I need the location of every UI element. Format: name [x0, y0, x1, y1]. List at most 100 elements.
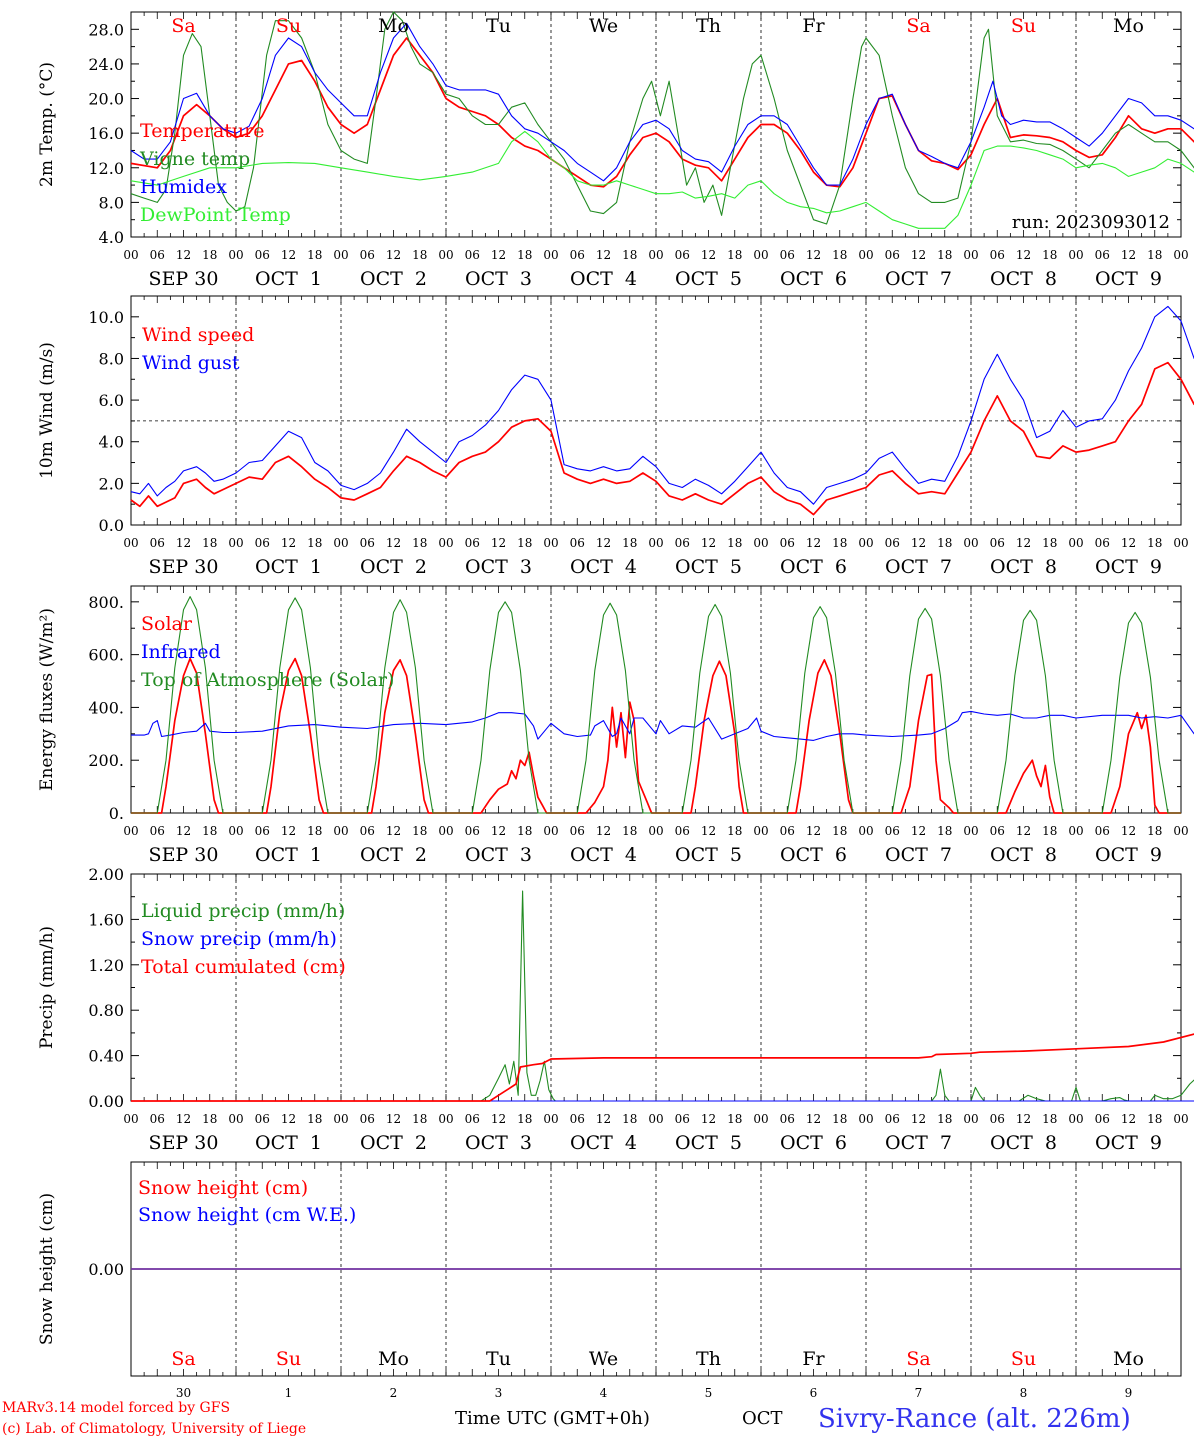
- y-axis-label: Energy fluxes (W/m²): [37, 608, 57, 791]
- hour-tick-label: 06: [780, 824, 795, 838]
- legend-entry: Snow precip (mm/h): [141, 928, 337, 950]
- y-tick-label: 0.0: [99, 516, 124, 535]
- y-tick-label: 8.0: [99, 193, 124, 212]
- date-label: OCT 1: [255, 268, 322, 290]
- legend-entry: Humidex: [140, 176, 227, 198]
- hour-tick-label: 12: [281, 248, 296, 262]
- hour-tick-label: 18: [202, 536, 217, 550]
- hour-tick-label: 18: [622, 824, 637, 838]
- hour-tick-label: 06: [150, 824, 165, 838]
- hour-tick-label: 00: [648, 536, 663, 550]
- y-tick-label: 0.: [109, 804, 124, 823]
- hour-tick-label: 18: [832, 1112, 847, 1126]
- date-label: OCT 5: [675, 556, 742, 578]
- hour-tick-label: 06: [990, 1112, 1005, 1126]
- hour-tick-label: 12: [491, 248, 506, 262]
- hour-tick-label: 18: [937, 824, 952, 838]
- hour-tick-label: 00: [123, 1112, 138, 1126]
- hour-tick-label: 00: [438, 248, 453, 262]
- hour-tick-label: 12: [701, 536, 716, 550]
- hour-tick-label: 00: [1173, 824, 1188, 838]
- day-name: Su: [1011, 15, 1036, 37]
- day-name: Fr: [802, 15, 825, 37]
- hour-tick-label: 06: [360, 536, 375, 550]
- date-label: OCT 6: [780, 1132, 847, 1154]
- hour-tick-label: 12: [1121, 248, 1136, 262]
- hour-tick-label: 12: [1016, 1112, 1031, 1126]
- y-axis-label: 10m Wind (m/s): [37, 342, 57, 479]
- hour-tick-label: 00: [1173, 536, 1188, 550]
- date-label: SEP 30: [149, 844, 219, 866]
- hour-tick-label: 00: [1173, 248, 1188, 262]
- hour-tick-label: 12: [701, 248, 716, 262]
- hour-tick-label: 06: [990, 536, 1005, 550]
- panel-5: 0.00 Snow height (cm) Snow height (cm) Snow…: [37, 1161, 1182, 1400]
- hour-tick-label: 12: [1016, 824, 1031, 838]
- date-label: SEP 30: [149, 556, 219, 578]
- hour-tick-label: 06: [885, 248, 900, 262]
- date-label: OCT 9: [1095, 268, 1162, 290]
- hour-tick-label: 06: [150, 1112, 165, 1126]
- time-axis-label: Time UTC (GMT+0h): [455, 1408, 650, 1429]
- y-tick-label: 2.0: [99, 474, 124, 493]
- hour-tick-label: 00: [753, 1112, 768, 1126]
- date-label: OCT 1: [255, 844, 322, 866]
- day-name: Fr: [802, 1348, 825, 1370]
- hour-tick-label: 12: [491, 824, 506, 838]
- day-name: Su: [276, 1348, 301, 1370]
- hour-tick-label: 00: [963, 536, 978, 550]
- date-label: OCT 8: [990, 1132, 1057, 1154]
- y-tick-label: 0.00: [88, 1092, 124, 1111]
- series-line-vigne-temp: [130, 11, 1194, 225]
- hour-tick-label: 12: [806, 1112, 821, 1126]
- hour-tick-label: 06: [465, 536, 480, 550]
- date-label: OCT 2: [360, 844, 427, 866]
- date-label: SEP 30: [149, 268, 219, 290]
- series-line-wind-gust: [130, 305, 1194, 505]
- y-tick-label: 2.00: [88, 865, 124, 884]
- day-name: Sa: [906, 15, 930, 37]
- hour-tick-label: 18: [937, 1112, 952, 1126]
- day-name: Su: [276, 15, 301, 37]
- date-label: OCT 5: [675, 844, 742, 866]
- hour-tick-label: 00: [228, 248, 243, 262]
- hour-tick-label: 06: [780, 1112, 795, 1126]
- y-tick-label: 4.0: [99, 433, 124, 452]
- date-label: OCT 6: [780, 844, 847, 866]
- hour-tick-label: 06: [675, 824, 690, 838]
- hour-tick-label: 18: [307, 824, 322, 838]
- hour-tick-label: 00: [753, 536, 768, 550]
- hour-tick-label: 12: [596, 1112, 611, 1126]
- hour-tick-label: 06: [1095, 1112, 1110, 1126]
- hour-tick-label: 12: [386, 824, 401, 838]
- hour-tick-label: 06: [885, 1112, 900, 1126]
- hour-tick-label: 00: [333, 536, 348, 550]
- hour-tick-label: 18: [412, 536, 427, 550]
- hour-tick-label: 18: [202, 824, 217, 838]
- hour-tick-label: 18: [1042, 536, 1057, 550]
- hour-tick-label: 06: [570, 536, 585, 550]
- legend-entry: Snow height (cm W.E.): [138, 1204, 356, 1226]
- legend-entry: Top of Atmosphere (Solar): [141, 669, 394, 691]
- hour-tick-label: 12: [176, 1112, 191, 1126]
- y-tick-label: 0.40: [88, 1047, 124, 1066]
- y-tick-label: 24.0: [88, 55, 124, 74]
- hour-tick-label: 18: [412, 824, 427, 838]
- day-name: Th: [696, 15, 721, 37]
- hour-tick-label: 18: [1042, 1112, 1057, 1126]
- y-tick-label: 10.0: [88, 308, 124, 327]
- hour-tick-label: 06: [255, 536, 270, 550]
- day-number-label: 8: [1020, 1386, 1028, 1400]
- date-label: OCT 6: [780, 556, 847, 578]
- y-axis-label: 2m Temp. (°C): [37, 62, 57, 187]
- hour-tick-label: 06: [150, 536, 165, 550]
- hour-tick-label: 00: [753, 824, 768, 838]
- series-line-humidex: [130, 22, 1194, 186]
- hour-tick-label: 06: [360, 1112, 375, 1126]
- hour-tick-label: 00: [333, 1112, 348, 1126]
- date-label: OCT 6: [780, 268, 847, 290]
- hour-tick-label: 18: [622, 248, 637, 262]
- date-label: OCT 9: [1095, 556, 1162, 578]
- hour-tick-label: 00: [1068, 824, 1083, 838]
- hour-tick-label: 00: [648, 248, 663, 262]
